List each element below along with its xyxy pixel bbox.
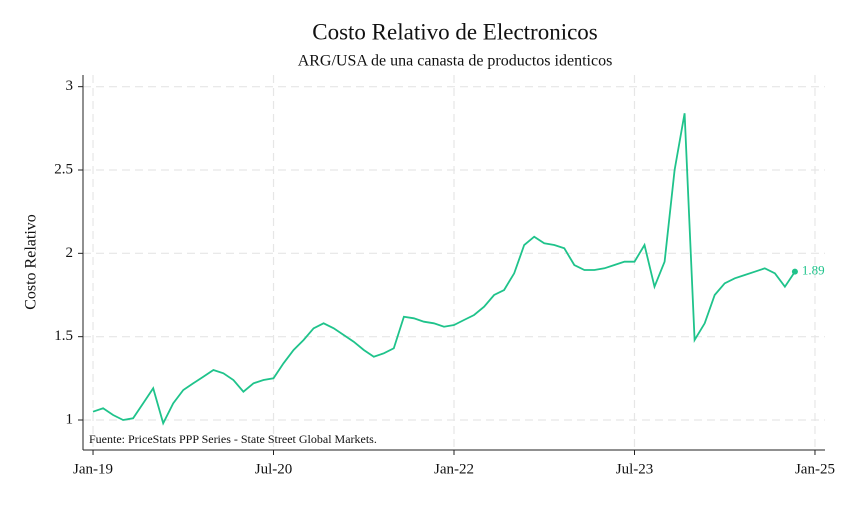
y-tick-label: 1 (66, 411, 74, 427)
y-tick-label: 2 (66, 245, 74, 261)
x-tick-label: Jan-19 (73, 461, 113, 477)
x-tick-label: Jan-25 (795, 461, 835, 477)
x-tick-label: Jan-22 (434, 461, 474, 477)
y-tick-label: 2.5 (54, 161, 73, 177)
x-tick-label: Jul-20 (255, 461, 293, 477)
y-tick-label: 3 (66, 78, 74, 94)
chart-title: Costo Relativo de Electronicos (312, 19, 598, 44)
line-series (92, 113, 796, 426)
source-note: Fuente: PriceStats PPP Series - State St… (89, 432, 377, 446)
chart-subtitle: ARG/USA de una canasta de productos iden… (298, 53, 613, 70)
y-axis-label: Costo Relativo (23, 214, 40, 310)
y-tick-label: 1.5 (54, 328, 73, 344)
end-label: 1.89 (802, 263, 825, 278)
end-point (791, 268, 798, 275)
x-tick-label: Jul-23 (616, 461, 654, 477)
